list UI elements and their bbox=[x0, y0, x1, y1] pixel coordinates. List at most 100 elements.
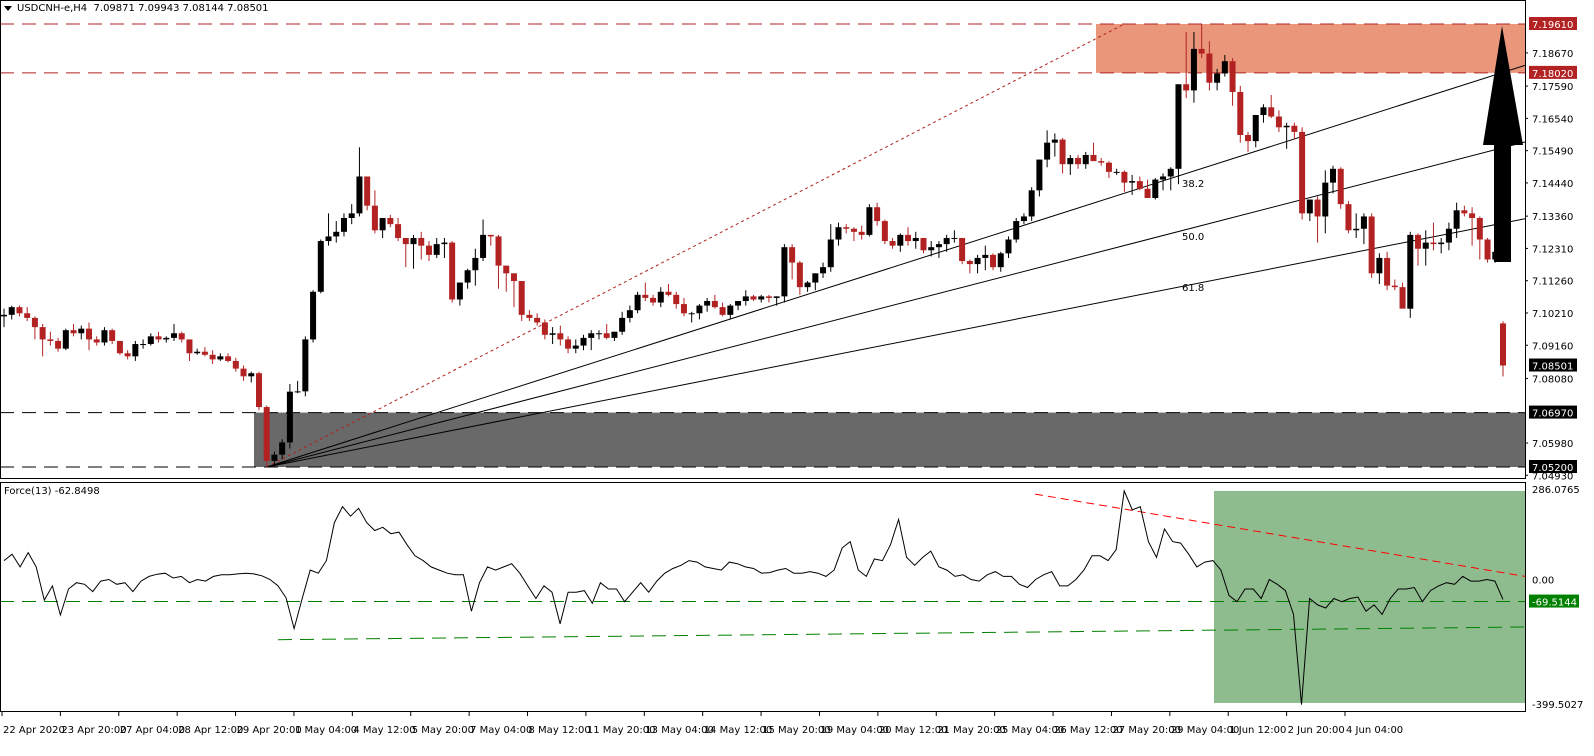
candle-body bbox=[549, 333, 556, 335]
candle-body bbox=[1067, 158, 1074, 165]
candle-body bbox=[719, 307, 726, 315]
candle-body bbox=[387, 217, 394, 225]
support-zone bbox=[254, 412, 1525, 467]
candle-body bbox=[163, 337, 170, 340]
fib-level-label: 50.0 bbox=[1182, 232, 1204, 243]
chart-axes: 7.18670 7.17590 7.16540 7.15490 7.14440 7.133… bbox=[0, 0, 1583, 736]
candle-body bbox=[340, 217, 347, 232]
candle-body bbox=[1036, 159, 1043, 191]
candle-body bbox=[1245, 134, 1252, 142]
candle-body bbox=[16, 307, 23, 314]
candle-body bbox=[959, 237, 966, 262]
price-axis-label: 7.04930 bbox=[1532, 471, 1573, 482]
time-axis-label: 19 May 04:00 bbox=[820, 725, 889, 736]
dropdown-triangle-icon[interactable] bbox=[4, 5, 12, 11]
candle-body bbox=[1214, 73, 1221, 83]
candle-body bbox=[124, 353, 131, 357]
candle-body bbox=[240, 368, 247, 377]
candle-body bbox=[750, 296, 757, 300]
candle-body bbox=[1252, 114, 1259, 142]
fib-level-label: 38.2 bbox=[1182, 179, 1204, 190]
candle-body bbox=[410, 237, 417, 245]
force-indicator-chart[interactable] bbox=[0, 489, 1526, 705]
price-axis-label: 7.08080 bbox=[1532, 374, 1573, 385]
candle-body bbox=[109, 330, 116, 341]
price-marker-label: 7.19610 bbox=[1532, 20, 1573, 31]
ohlc-high: 7.09943 bbox=[138, 3, 180, 14]
price-marker-label: 7.05200 bbox=[1532, 463, 1573, 474]
candle-body bbox=[1469, 213, 1476, 218]
time-axis-label: 4 Jun 04:00 bbox=[1346, 725, 1403, 736]
price-marker-badge bbox=[1529, 405, 1577, 419]
candle-body bbox=[889, 241, 896, 246]
candle-body bbox=[526, 314, 533, 318]
time-axis-label: 27 Apr 04:00 bbox=[120, 725, 185, 736]
candle-body bbox=[541, 322, 548, 335]
candle-body bbox=[905, 234, 912, 242]
symbol-header[interactable]: USDCNH-e,H4 7.09871 7.09943 7.08144 7.08… bbox=[4, 3, 269, 14]
price-axis-label: 7.12310 bbox=[1532, 244, 1573, 255]
candle-body bbox=[990, 254, 997, 268]
price-axis-label: 7.10210 bbox=[1532, 309, 1573, 320]
candle-body bbox=[827, 239, 834, 268]
candle-body bbox=[1283, 125, 1290, 128]
candle-body bbox=[495, 236, 502, 266]
candle-body bbox=[418, 237, 425, 246]
candle-body bbox=[1322, 182, 1329, 217]
candle-body bbox=[943, 237, 950, 245]
candle-body bbox=[1275, 116, 1282, 128]
candle-body bbox=[820, 267, 827, 274]
candle-body bbox=[1059, 139, 1066, 165]
candle-body bbox=[170, 333, 177, 338]
candle-body bbox=[1237, 91, 1244, 135]
candle-body bbox=[812, 273, 819, 283]
candle-body bbox=[78, 328, 85, 334]
time-axis-label: 28 Apr 12:00 bbox=[178, 725, 243, 736]
candle-body bbox=[1160, 176, 1167, 180]
candle-body bbox=[201, 351, 208, 355]
candle-body bbox=[997, 253, 1004, 268]
symbol-label: USDCNH-e,H4 bbox=[17, 3, 88, 14]
time-axis-label: 14 May 12:00 bbox=[704, 725, 773, 736]
price-chart[interactable]: 38.2 50.0 61.8 bbox=[0, 23, 1526, 468]
candle-body bbox=[356, 176, 363, 214]
candle-body bbox=[8, 307, 15, 315]
ohlc-low: 7.08144 bbox=[182, 3, 224, 14]
candle-body bbox=[464, 270, 471, 283]
time-axis-label: 1 May 04:00 bbox=[295, 725, 357, 736]
time-axis-label: 26 May 12:00 bbox=[1054, 725, 1123, 736]
candle-body bbox=[55, 340, 62, 349]
candle-body bbox=[31, 317, 38, 328]
candle-body bbox=[364, 176, 371, 206]
candle-body bbox=[255, 373, 262, 408]
candle-body bbox=[1314, 199, 1321, 217]
candle-body bbox=[804, 282, 811, 288]
indicator-marker-label: -69.5144 bbox=[1532, 598, 1577, 609]
candle-body bbox=[835, 227, 842, 240]
candle-body bbox=[704, 300, 711, 306]
fib-fan-line bbox=[266, 218, 1526, 468]
candle-body bbox=[696, 305, 703, 314]
indicator-axis-label: 0.00 bbox=[1532, 576, 1554, 587]
time-axis-label: 29 May 04:00 bbox=[1171, 725, 1240, 736]
candle-body bbox=[371, 205, 378, 231]
price-marker-label: 7.06970 bbox=[1532, 409, 1573, 420]
candle-body bbox=[773, 296, 780, 298]
candle-body bbox=[1175, 84, 1182, 169]
price-axis-label: 7.16540 bbox=[1532, 114, 1573, 125]
candle-body bbox=[47, 339, 54, 341]
candle-body bbox=[1384, 257, 1391, 286]
candle-body bbox=[1090, 154, 1097, 162]
candle-body bbox=[1013, 221, 1020, 240]
time-axis-label: 29 Apr 20:00 bbox=[237, 725, 302, 736]
candle-body bbox=[1167, 168, 1174, 177]
candle-body bbox=[1306, 199, 1313, 214]
indicator-marker-badge bbox=[1529, 594, 1579, 608]
candle-body bbox=[194, 351, 201, 354]
candle-body bbox=[534, 317, 541, 323]
candle-body bbox=[1206, 53, 1213, 83]
candle-body bbox=[402, 237, 409, 245]
candle-body bbox=[912, 237, 919, 242]
